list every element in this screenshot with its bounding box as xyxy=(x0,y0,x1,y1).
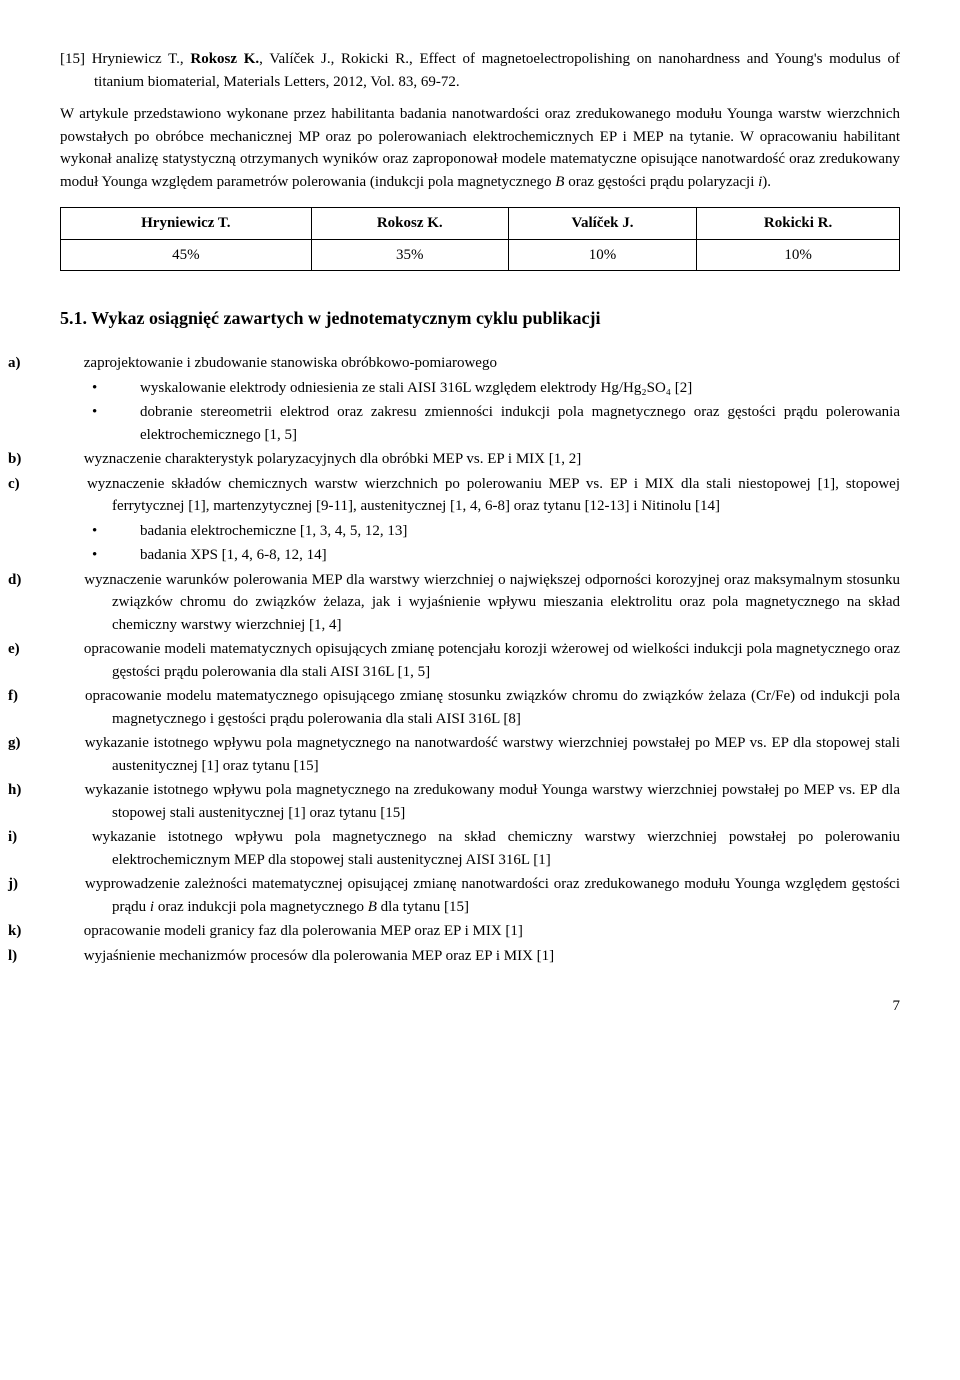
table-header: Valíček J. xyxy=(508,208,696,240)
table-header: Rokosz K. xyxy=(311,208,508,240)
reference-entry: [15] Hryniewicz T., Rokosz K., Valíček J… xyxy=(60,48,900,93)
achievement-item: l) wyjaśnienie mechanizmów procesów dla … xyxy=(60,945,900,968)
table-header-row: Hryniewicz T. Rokosz K. Valíček J. Rokic… xyxy=(61,208,900,240)
achievement-item: c) wyznaczenie składów chemicznych warst… xyxy=(60,473,900,518)
table-header: Rokicki R. xyxy=(697,208,900,240)
achievement-item: k) opracowanie modeli granicy faz dla po… xyxy=(60,920,900,943)
achievement-item: a) zaprojektowanie i zbudowanie stanowis… xyxy=(60,352,900,375)
item-text: wyznaczenie charakterystyk polaryzacyjny… xyxy=(84,451,582,467)
table-cell: 10% xyxy=(697,239,900,271)
item-label: i) xyxy=(60,826,80,849)
item-label: k) xyxy=(60,920,80,943)
section-title: Wykaz osiągnięć zawartych w jednotematyc… xyxy=(91,308,600,328)
achievement-item: h) wykazanie istotnego wpływu pola magne… xyxy=(60,779,900,824)
reference-number: [15] xyxy=(60,51,85,67)
bullet-item: wyskalowanie elektrody odniesienia ze st… xyxy=(140,377,900,400)
item-text: wyznaczenie warunków polerowania MEP dla… xyxy=(84,572,900,633)
item-label: d) xyxy=(60,569,80,592)
item-text: wyznaczenie składów chemicznych warstw w… xyxy=(87,476,900,515)
achievement-item: j) wyprowadzenie zależności matematyczne… xyxy=(60,873,900,918)
table-cell: 35% xyxy=(311,239,508,271)
item-text: wykazanie istotnego wpływu pola magnetyc… xyxy=(85,782,900,821)
item-label: g) xyxy=(60,732,80,755)
bullet-item: badania elektrochemiczne [1, 3, 4, 5, 12… xyxy=(140,520,900,543)
reference-authors-pre: Hryniewicz T., xyxy=(92,51,191,67)
achievement-list: a) zaprojektowanie i zbudowanie stanowis… xyxy=(60,352,900,967)
section-number: 5.1. xyxy=(60,308,87,328)
item-text: wykazanie istotnego wpływu pola magnetyc… xyxy=(92,829,900,868)
bullet-item: badania XPS [1, 4, 6-8, 12, 14] xyxy=(140,544,900,567)
table-cell: 10% xyxy=(508,239,696,271)
achievement-item: i) wykazanie istotnego wpływu pola magne… xyxy=(60,826,900,871)
item-text: wykazanie istotnego wpływu pola magnetyc… xyxy=(85,735,900,774)
item-label: b) xyxy=(60,448,80,471)
item-text: wyjaśnienie mechanizmów procesów dla pol… xyxy=(84,948,554,964)
item-label: j) xyxy=(60,873,80,896)
bullet-list: badania elektrochemiczne [1, 3, 4, 5, 12… xyxy=(60,520,900,567)
table-row: 45% 35% 10% 10% xyxy=(61,239,900,271)
achievement-item: g) wykazanie istotnego wpływu pola magne… xyxy=(60,732,900,777)
achievement-item: d) wyznaczenie warunków polerowania MEP … xyxy=(60,569,900,637)
item-label: h) xyxy=(60,779,80,802)
item-label: c) xyxy=(60,473,80,496)
reference-authors-bold: Rokosz K. xyxy=(190,51,259,67)
section-heading: 5.1. Wykaz osiągnięć zawartych w jednote… xyxy=(60,305,900,332)
item-text: wyprowadzenie zależności matematycznej o… xyxy=(85,876,900,915)
item-text: zaprojektowanie i zbudowanie stanowiska … xyxy=(84,355,497,371)
abstract-paragraph: W artykule przedstawiono wykonane przez … xyxy=(60,103,900,193)
achievement-item: f) opracowanie modelu matematycznego opi… xyxy=(60,685,900,730)
item-text: opracowanie modelu matematycznego opisuj… xyxy=(85,688,900,727)
item-text: opracowanie modeli granicy faz dla poler… xyxy=(84,923,523,939)
contribution-table: Hryniewicz T. Rokosz K. Valíček J. Rokic… xyxy=(60,207,900,271)
achievement-item: e) opracowanie modeli matematycznych opi… xyxy=(60,638,900,683)
achievement-item: b) wyznaczenie charakterystyk polaryzacy… xyxy=(60,448,900,471)
item-label: a) xyxy=(60,352,80,375)
item-label: e) xyxy=(60,638,80,661)
item-label: l) xyxy=(60,945,80,968)
table-cell: 45% xyxy=(61,239,312,271)
table-header: Hryniewicz T. xyxy=(61,208,312,240)
item-label: f) xyxy=(60,685,80,708)
bullet-list: wyskalowanie elektrody odniesienia ze st… xyxy=(60,377,900,447)
page-number: 7 xyxy=(60,995,900,1018)
bullet-item: dobranie stereometrii elektrod oraz zakr… xyxy=(140,401,900,446)
item-text: opracowanie modeli matematycznych opisuj… xyxy=(84,641,900,680)
